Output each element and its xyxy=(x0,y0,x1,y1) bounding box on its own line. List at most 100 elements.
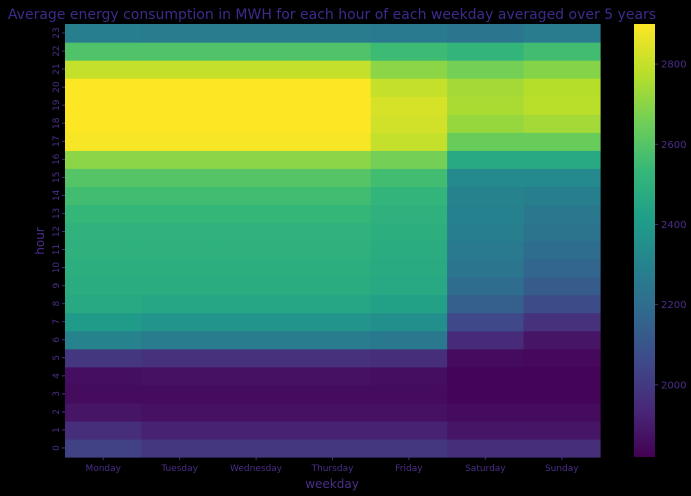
heatmap-cell-thursday-hour-17 xyxy=(294,132,372,151)
heatmap-cell-sunday-hour-22 xyxy=(523,42,601,61)
heatmap-cell-saturday-hour-7 xyxy=(447,312,525,332)
heatmap-cell-saturday-hour-20 xyxy=(447,78,525,97)
heatmap-cell-sunday-hour-12 xyxy=(523,222,601,242)
y-tick-label: 5 xyxy=(52,355,62,361)
heatmap-cell-saturday-hour-3 xyxy=(447,384,525,404)
y-tick-label: 11 xyxy=(52,244,62,255)
heatmap-cell-saturday-hour-21 xyxy=(447,60,525,79)
heatmap-cell-wednesday-hour-1 xyxy=(217,420,295,440)
heatmap-cell-friday-hour-7 xyxy=(370,312,448,332)
y-tick-label: 14 xyxy=(52,189,62,201)
heatmap-cell-friday-hour-20 xyxy=(370,78,448,97)
y-tick-label: 16 xyxy=(52,153,62,165)
y-tick-label: 18 xyxy=(52,117,62,129)
heatmap-cell-tuesday-hour-8 xyxy=(141,294,219,314)
heatmap-cell-thursday-hour-13 xyxy=(294,204,372,224)
heatmap-cell-monday-hour-8 xyxy=(65,294,143,314)
y-tick-label: 17 xyxy=(52,136,62,147)
heatmap-cell-tuesday-hour-20 xyxy=(141,78,219,97)
heatmap-cell-thursday-hour-14 xyxy=(294,186,372,206)
heatmap-cell-tuesday-hour-18 xyxy=(141,114,219,133)
heatmap-cell-tuesday-hour-4 xyxy=(141,366,219,386)
heatmap-cell-wednesday-hour-19 xyxy=(217,96,295,115)
heatmap-cell-tuesday-hour-5 xyxy=(141,348,219,368)
heatmap-cell-saturday-hour-17 xyxy=(447,132,525,151)
heatmap-cell-friday-hour-6 xyxy=(370,330,448,350)
heatmap-cell-sunday-hour-16 xyxy=(523,150,601,169)
heatmap-cell-sunday-hour-18 xyxy=(523,114,601,133)
x-axis-label: weekday xyxy=(305,477,359,491)
heatmap-cell-friday-hour-2 xyxy=(370,402,448,422)
heatmap-cell-friday-hour-14 xyxy=(370,186,448,206)
x-tick-label: Friday xyxy=(395,464,423,474)
heatmap-cell-sunday-hour-10 xyxy=(523,258,601,278)
heatmap-cell-friday-hour-23 xyxy=(370,24,448,43)
heatmap-cell-tuesday-hour-16 xyxy=(141,150,219,169)
y-tick-label: 9 xyxy=(52,282,62,288)
heatmap-cell-sunday-hour-1 xyxy=(523,420,601,440)
heatmap-cell-friday-hour-9 xyxy=(370,276,448,296)
y-tick-label: 13 xyxy=(52,208,62,219)
x-tick-label: Monday xyxy=(85,464,121,474)
heatmap-cell-tuesday-hour-2 xyxy=(141,402,219,422)
heatmap-cell-tuesday-hour-19 xyxy=(141,96,219,115)
heatmap-cell-thursday-hour-12 xyxy=(294,222,372,242)
heatmap-cell-sunday-hour-17 xyxy=(523,132,601,151)
heatmap-cell-friday-hour-21 xyxy=(370,60,448,79)
heatmap-cell-monday-hour-2 xyxy=(65,402,143,422)
heatmap-cell-friday-hour-3 xyxy=(370,384,448,404)
heatmap-cell-saturday-hour-8 xyxy=(447,294,525,314)
y-tick-label: 7 xyxy=(52,319,62,325)
heatmap-cell-tuesday-hour-0 xyxy=(141,438,219,458)
heatmap-cell-monday-hour-3 xyxy=(65,384,143,404)
heatmap-cell-thursday-hour-3 xyxy=(294,384,372,404)
heatmap-cell-wednesday-hour-16 xyxy=(217,150,295,169)
heatmap-cell-saturday-hour-9 xyxy=(447,276,525,296)
heatmap-cell-wednesday-hour-15 xyxy=(217,168,295,187)
heatmap-cell-wednesday-hour-11 xyxy=(217,240,295,260)
heatmap-cell-saturday-hour-6 xyxy=(447,330,525,350)
chart-title: Average energy consumption in MWH for ea… xyxy=(8,7,656,23)
heatmap-cell-sunday-hour-15 xyxy=(523,168,601,187)
heatmap-cell-friday-hour-22 xyxy=(370,42,448,61)
y-tick-label: 12 xyxy=(52,226,62,237)
heatmap-cell-monday-hour-15 xyxy=(65,168,143,187)
heatmap-cell-saturday-hour-10 xyxy=(447,258,525,278)
heatmap-cell-thursday-hour-6 xyxy=(294,330,372,350)
heatmap-cell-saturday-hour-2 xyxy=(447,402,525,422)
heatmap-cell-monday-hour-19 xyxy=(65,96,143,115)
heatmap-cell-wednesday-hour-14 xyxy=(217,186,295,206)
heatmap-cell-sunday-hour-9 xyxy=(523,276,601,296)
heatmap-cell-wednesday-hour-7 xyxy=(217,312,295,332)
heatmap-cell-monday-hour-0 xyxy=(65,438,143,458)
heatmap-cell-saturday-hour-18 xyxy=(447,114,525,133)
heatmap-cell-sunday-hour-19 xyxy=(523,96,601,115)
heatmap-cell-thursday-hour-16 xyxy=(294,150,372,169)
heatmap-cell-monday-hour-6 xyxy=(65,330,143,350)
y-tick-label: 6 xyxy=(52,337,62,343)
heatmap-cell-tuesday-hour-3 xyxy=(141,384,219,404)
y-tick-label: 10 xyxy=(52,262,62,274)
heatmap-cell-sunday-hour-7 xyxy=(523,312,601,332)
heatmap-cell-thursday-hour-11 xyxy=(294,240,372,260)
heatmap-cell-monday-hour-20 xyxy=(65,78,143,97)
colorbar-tick-label: 2800 xyxy=(661,60,686,71)
heatmap-cell-monday-hour-4 xyxy=(65,366,143,386)
heatmap-cell-friday-hour-11 xyxy=(370,240,448,260)
heatmap-cell-thursday-hour-4 xyxy=(294,366,372,386)
colorbar-tick-label: 2000 xyxy=(661,380,686,391)
heatmap-cell-wednesday-hour-6 xyxy=(217,330,295,350)
heatmap-cell-sunday-hour-13 xyxy=(523,204,601,224)
colorbar-tick-label: 2600 xyxy=(661,140,686,151)
heatmap-cell-wednesday-hour-23 xyxy=(217,24,295,43)
heatmap-cell-tuesday-hour-9 xyxy=(141,276,219,296)
heatmap-cell-wednesday-hour-12 xyxy=(217,222,295,242)
heatmap-cell-wednesday-hour-8 xyxy=(217,294,295,314)
colorbar-tick-label: 2400 xyxy=(661,220,686,231)
y-tick-label: 22 xyxy=(52,45,62,56)
heatmap-cell-saturday-hour-19 xyxy=(447,96,525,115)
y-tick-label: 20 xyxy=(52,81,62,93)
heatmap-cell-saturday-hour-4 xyxy=(447,366,525,386)
heatmap-cell-tuesday-hour-13 xyxy=(141,204,219,224)
